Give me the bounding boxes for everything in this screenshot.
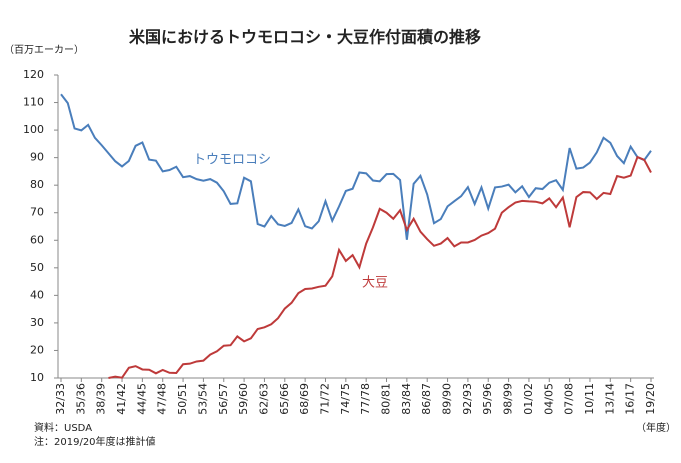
x-tick-label: 74/75 [339,383,352,415]
x-tick-label: 10/11 [583,383,596,415]
x-tick-label: 65/66 [278,383,291,415]
x-tick-label: 71/72 [318,383,331,415]
y-tick-label: 100 [23,123,44,136]
x-axis-label: （年度） [636,421,676,434]
note: 注：2019/20年度は推計値 [34,435,156,448]
x-tick-label: 50/51 [176,383,189,415]
x-tick-label: 59/60 [237,383,250,415]
y-tick-label: 30 [30,316,44,329]
source: 資料：USDA [34,421,92,434]
x-tick-label: 56/57 [217,383,230,415]
x-tick-label: 01/02 [522,383,535,415]
x-tick-label: 13/14 [603,383,616,415]
x-tick-label: 83/84 [400,383,413,415]
chart-title: 米国におけるトウモロコシ・大豆作付面積の推移 [129,28,481,47]
x-tick-label: 95/96 [481,383,494,415]
x-tick-label: 41/42 [115,383,128,415]
x-tick-label: 68/69 [298,383,311,415]
x-tick-label: 98/99 [502,383,515,415]
y-tick-label: 110 [23,96,44,109]
y-tick-label: 20 [30,343,44,356]
x-tick-label: 92/93 [461,383,474,415]
y-tick-label: 50 [30,261,44,274]
x-tick-label: 32/33 [54,383,67,415]
x-tick-label: 62/63 [257,383,270,415]
x-tick-label: 80/81 [380,383,393,415]
x-tick-label: 19/20 [644,383,657,415]
x-tick-label: 04/05 [542,383,555,415]
x-tick-label: 89/90 [441,383,454,415]
x-tick-label: 44/45 [135,383,148,415]
series-line [108,155,652,379]
x-tick-label: 07/08 [563,383,576,415]
y-tick-label: 120 [23,68,44,81]
y-tick-label: 90 [30,151,44,164]
y-tick-label: 60 [30,233,44,246]
y-tick-label: 80 [30,178,44,191]
y-tick-label: 70 [30,206,44,219]
y-axis-label: （百万エーカー） [4,44,84,56]
x-tick-label: 47/48 [156,383,169,415]
y-tick-label: 40 [30,288,44,301]
series-label: トウモロコシ [193,153,271,168]
x-tick-label: 77/78 [359,383,372,415]
x-tick-label: 35/36 [74,383,87,415]
x-tick-label: 38/39 [95,383,108,415]
y-tick-label: 10 [30,371,44,384]
x-tick-label: 16/17 [624,383,637,415]
x-tick-label: 86/87 [420,383,433,415]
series-label: 大豆 [362,276,388,291]
x-tick-label: 53/54 [196,383,209,415]
series-line [60,93,652,240]
